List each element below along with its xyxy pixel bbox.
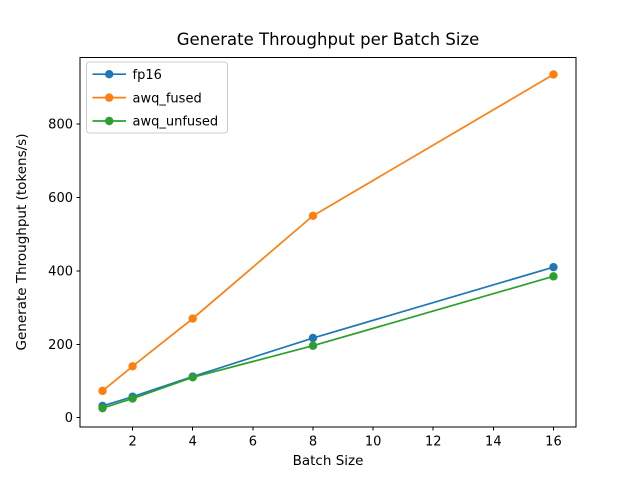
data-point-fp16 — [308, 333, 318, 343]
y-tick-label: 800 — [48, 118, 73, 133]
data-point-awq_unfused — [188, 373, 197, 382]
axes-frame — [79, 57, 577, 428]
y-tick-label: 200 — [48, 338, 73, 353]
data-point-awq_unfused — [98, 403, 107, 413]
x-tick-label: 6 — [249, 435, 257, 450]
y-axis-label: Generate Throughput (tokens/s) — [14, 133, 30, 351]
legend-label-awq_fused: awq_fused — [133, 91, 202, 106]
data-point-fp16 — [549, 262, 558, 272]
x-tick-label: 2 — [128, 435, 136, 450]
data-point-awq_unfused — [128, 394, 137, 403]
series-line-awq_unfused — [102, 275, 554, 409]
x-tick-label: 4 — [189, 435, 197, 450]
x-axis-label: Batch Size — [292, 453, 364, 469]
x-tick-label: 14 — [485, 435, 502, 450]
data-point-awq_fused — [188, 314, 197, 323]
y-tick-label: 600 — [48, 191, 73, 206]
y-tick-label: 400 — [48, 264, 73, 279]
legend-label-fp16: fp16 — [133, 68, 162, 83]
legend-box — [86, 61, 228, 134]
legend-marker-fp16 — [105, 70, 114, 79]
y-tick-label: 0 — [65, 411, 73, 426]
data-point-awq_fused — [98, 386, 107, 396]
legend-marker-awq_fused — [105, 93, 114, 102]
data-point-awq_unfused — [308, 341, 318, 350]
x-tick-label: 16 — [545, 435, 562, 450]
chart-title: Generate Throughput per Batch Size — [176, 30, 480, 49]
legend-marker-awq_unfused — [105, 116, 114, 126]
x-tick-label: 8 — [309, 435, 317, 450]
legend-label-awq_unfused: awq_unfused — [133, 115, 219, 130]
data-point-awq_unfused — [549, 272, 558, 281]
x-tick-label: 10 — [365, 435, 382, 450]
data-point-awq_fused — [549, 70, 558, 79]
data-point-awq_fused — [308, 211, 318, 220]
data-point-awq_fused — [128, 362, 137, 371]
x-tick-label: 12 — [425, 435, 442, 450]
